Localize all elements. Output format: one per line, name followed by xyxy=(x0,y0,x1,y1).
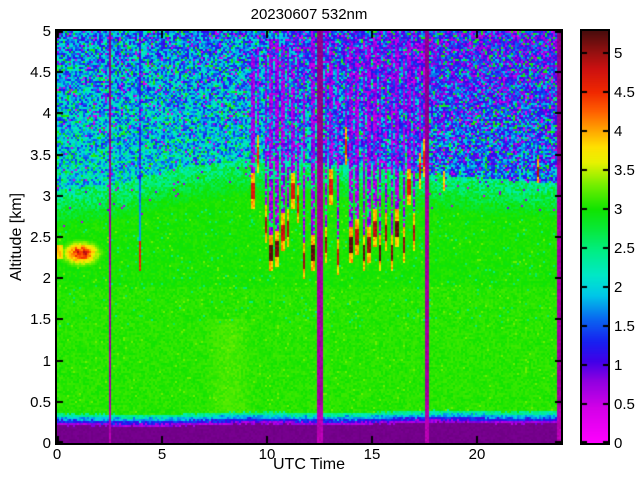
y-tick-label: 1.5 xyxy=(30,311,51,329)
y-tick-label: 2.5 xyxy=(30,229,51,246)
y-tick-label: 5 xyxy=(42,23,51,40)
colorbar-tick-label: 0.5 xyxy=(614,395,635,413)
chart-title: 20230607 532nm xyxy=(250,6,368,23)
heatmap-canvas xyxy=(57,31,561,443)
x-tick-label: 0 xyxy=(52,446,62,463)
y-tick-label: 2 xyxy=(42,270,51,288)
y-tick-label: 0 xyxy=(42,435,51,452)
y-tick-label: 3.5 xyxy=(30,146,51,164)
y-tick-label: 3 xyxy=(42,187,51,205)
x-axis-label: UTC Time xyxy=(273,456,345,473)
x-tick-label: 20 xyxy=(468,446,486,463)
x-tick-label: 15 xyxy=(363,446,381,463)
colorbar-tick-label: 1 xyxy=(614,356,623,374)
colorbar-tick-label: 1.5 xyxy=(614,317,635,335)
colorbar-tick-label: 5 xyxy=(614,44,623,62)
colorbar-tick-label: 3.5 xyxy=(614,161,635,179)
y-tick-label: 1 xyxy=(42,352,51,370)
y-tick-label: 4.5 xyxy=(30,64,51,82)
colorbar-tick-label: 4.5 xyxy=(614,83,635,101)
colorbar xyxy=(580,29,610,445)
colorbar-tick-label: 2 xyxy=(614,278,623,296)
plot-area xyxy=(55,29,563,445)
colorbar-tick-label: 4 xyxy=(614,122,623,140)
colorbar-tick-label: 2.5 xyxy=(614,239,635,257)
colorbar-canvas xyxy=(582,31,608,443)
x-tick-label: 10 xyxy=(258,446,276,463)
y-tick-label: 4 xyxy=(42,105,51,123)
y-tick-label: 0.5 xyxy=(30,393,51,411)
colorbar-tick-label: 3 xyxy=(614,200,623,218)
colorbar-tick-label: 0 xyxy=(614,435,623,452)
x-tick-label: 5 xyxy=(157,446,167,463)
